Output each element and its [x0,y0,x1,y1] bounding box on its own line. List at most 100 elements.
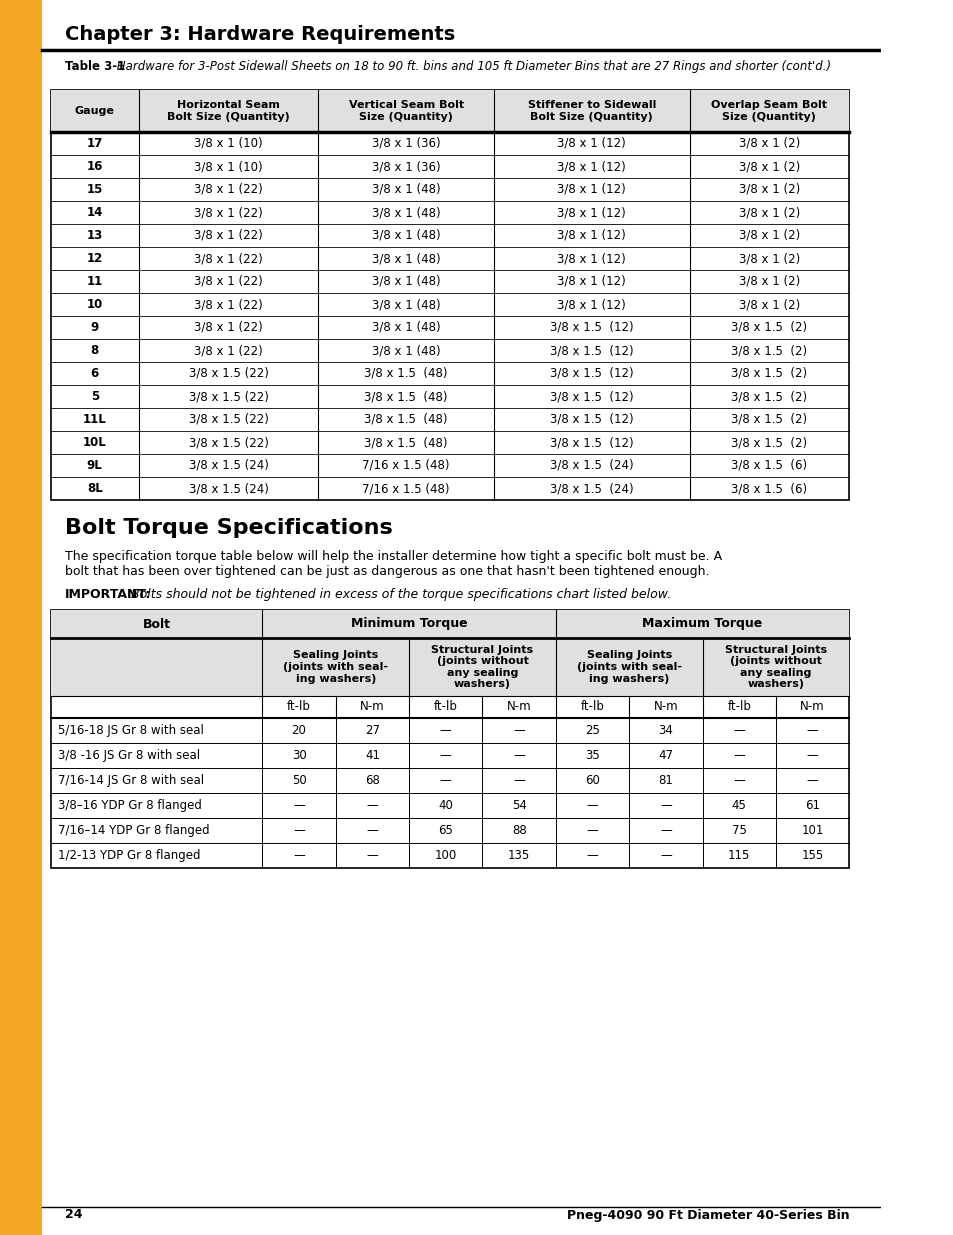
Text: 101: 101 [801,824,823,837]
Text: —: — [806,724,818,737]
Text: —: — [586,824,598,837]
Text: 3/8 x 1 (22): 3/8 x 1 (22) [193,345,262,357]
Text: 3/8 x 1 (2): 3/8 x 1 (2) [738,252,800,266]
Text: IMPORTANT:: IMPORTANT: [65,588,151,601]
Text: —: — [659,824,671,837]
Text: 1/2-13 YDP Gr 8 flanged: 1/2-13 YDP Gr 8 flanged [58,848,200,862]
Text: 5/16-18 JS Gr 8 with seal: 5/16-18 JS Gr 8 with seal [58,724,204,737]
Text: 3/8 x 1 (22): 3/8 x 1 (22) [193,252,262,266]
Text: 3/8 x 1 (12): 3/8 x 1 (12) [557,206,625,219]
Text: —: — [586,799,598,811]
Text: 34: 34 [658,724,673,737]
Text: 61: 61 [804,799,820,811]
Text: The specification torque table below will help the installer determine how tight: The specification torque table below wil… [65,550,721,563]
Text: 3/8 x 1 (12): 3/8 x 1 (12) [557,183,625,196]
Text: 3/8 x 1 (48): 3/8 x 1 (48) [372,228,440,242]
Text: 3/8 x 1.5  (6): 3/8 x 1.5 (6) [731,459,806,472]
Text: —: — [366,799,378,811]
Text: 16: 16 [87,161,103,173]
Text: —: — [806,774,818,787]
Text: —: — [293,799,305,811]
Text: 5: 5 [91,390,99,403]
Text: 3/8 x 1.5  (24): 3/8 x 1.5 (24) [549,482,633,495]
Text: 3/8 x 1 (48): 3/8 x 1 (48) [372,345,440,357]
Text: Bolt: Bolt [142,618,171,631]
Text: 3/8 x 1.5 (22): 3/8 x 1.5 (22) [189,390,268,403]
Text: 45: 45 [731,799,746,811]
Text: 3/8 x 1 (2): 3/8 x 1 (2) [738,206,800,219]
Text: ft-lb: ft-lb [287,700,311,714]
Text: —: — [733,774,744,787]
Text: 24: 24 [65,1209,82,1221]
Text: 20: 20 [292,724,306,737]
Text: —: — [293,848,305,862]
Text: 115: 115 [727,848,750,862]
Text: 3/8 x 1 (2): 3/8 x 1 (2) [738,298,800,311]
Text: 3/8 x 1.5  (2): 3/8 x 1.5 (2) [731,412,806,426]
Text: 11L: 11L [83,412,107,426]
Text: 3/8 x 1 (22): 3/8 x 1 (22) [193,206,262,219]
Text: ft-lb: ft-lb [726,700,750,714]
Text: 3/8 x 1 (2): 3/8 x 1 (2) [738,161,800,173]
Text: 3/8 x 1 (48): 3/8 x 1 (48) [372,183,440,196]
Text: 3/8 x 1 (12): 3/8 x 1 (12) [557,252,625,266]
Text: Gauge: Gauge [74,106,114,116]
Text: 3/8 x 1 (22): 3/8 x 1 (22) [193,228,262,242]
Bar [51,610,848,868]
Text: 7/16 x 1.5 (48): 7/16 x 1.5 (48) [362,459,450,472]
Text: —: — [733,724,744,737]
Text: 3/8 x 1 (12): 3/8 x 1 (12) [557,228,625,242]
Text: 8: 8 [91,345,99,357]
Text: —: — [366,824,378,837]
Text: 40: 40 [437,799,453,811]
Text: 3/8 x 1.5  (2): 3/8 x 1.5 (2) [731,321,806,333]
Text: 3/8 x 1.5  (12): 3/8 x 1.5 (12) [549,367,633,380]
Text: —: — [439,774,451,787]
Text: —: — [733,748,744,762]
Text: 3/8 x 1 (2): 3/8 x 1 (2) [738,228,800,242]
Text: 3/8 x 1 (12): 3/8 x 1 (12) [557,161,625,173]
Text: 3/8 x 1.5 (24): 3/8 x 1.5 (24) [189,482,268,495]
Text: 11: 11 [87,275,103,288]
Text: —: — [513,748,524,762]
Bar [0,0,43,1235]
Text: 65: 65 [437,824,453,837]
Bar [51,638,848,697]
Text: Bolts should not be tightened in excess of the torque specifications chart liste: Bolts should not be tightened in excess … [128,588,671,601]
Text: 3/8 x 1 (12): 3/8 x 1 (12) [557,275,625,288]
Text: 3/8 x 1.5  (2): 3/8 x 1.5 (2) [731,367,806,380]
Text: 47: 47 [658,748,673,762]
Text: N-m: N-m [359,700,384,714]
Text: 3/8 x 1 (10): 3/8 x 1 (10) [193,161,262,173]
Text: 3/8 x 1 (2): 3/8 x 1 (2) [738,183,800,196]
Text: N-m: N-m [506,700,531,714]
Text: 7/16–14 YDP Gr 8 flanged: 7/16–14 YDP Gr 8 flanged [58,824,210,837]
Text: 81: 81 [658,774,673,787]
Text: 3/8 x 1 (2): 3/8 x 1 (2) [738,137,800,149]
Text: 3/8 x 1.5  (12): 3/8 x 1.5 (12) [549,412,633,426]
Text: Minimum Torque: Minimum Torque [351,618,467,631]
Text: 88: 88 [511,824,526,837]
Text: 12: 12 [87,252,103,266]
Text: —: — [659,848,671,862]
Text: 3/8 -16 JS Gr 8 with seal: 3/8 -16 JS Gr 8 with seal [58,748,200,762]
Text: ft-lb: ft-lb [580,700,604,714]
Text: 60: 60 [584,774,599,787]
Text: —: — [659,799,671,811]
Text: 15: 15 [87,183,103,196]
Text: N-m: N-m [653,700,678,714]
Text: Overlap Seam Bolt
Size (Quantity): Overlap Seam Bolt Size (Quantity) [711,100,826,122]
Text: 3/8–16 YDP Gr 8 flanged: 3/8–16 YDP Gr 8 flanged [58,799,202,811]
Text: N-m: N-m [800,700,824,714]
Text: 9: 9 [91,321,99,333]
Text: 3/8 x 1.5  (6): 3/8 x 1.5 (6) [731,482,806,495]
Text: —: — [439,748,451,762]
Text: 8L: 8L [87,482,103,495]
Text: 27: 27 [365,724,379,737]
Text: Vertical Seam Bolt
Size (Quantity): Vertical Seam Bolt Size (Quantity) [348,100,463,122]
Text: 10L: 10L [83,436,107,450]
Text: ft-lb: ft-lb [434,700,457,714]
Text: 41: 41 [365,748,379,762]
Text: 3/8 x 1 (2): 3/8 x 1 (2) [738,275,800,288]
Text: 135: 135 [508,848,530,862]
